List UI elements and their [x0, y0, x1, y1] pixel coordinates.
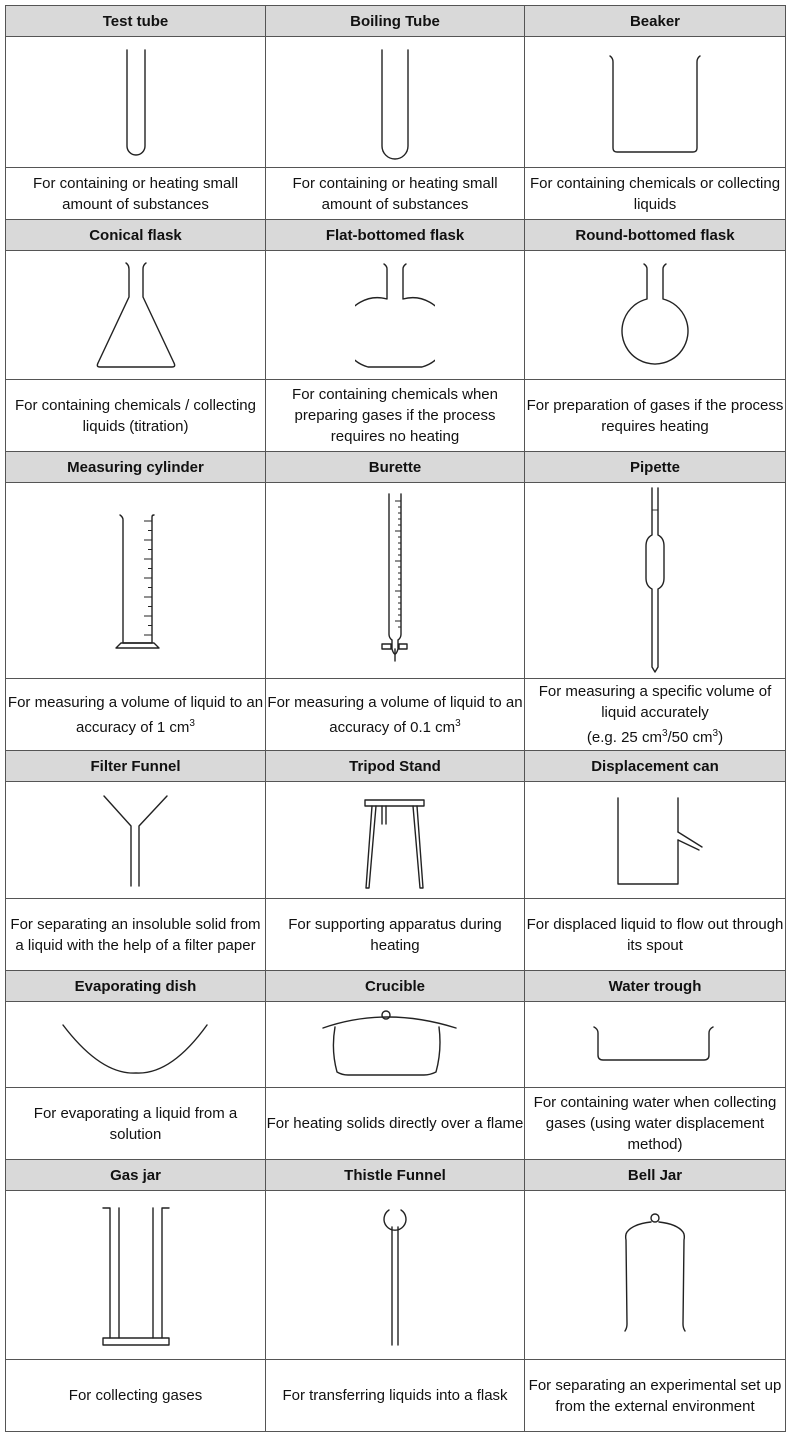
apparatus-description: For displaced liquid to flow out through…	[524, 898, 786, 971]
conical-flask-icon	[5, 250, 266, 380]
tripod-stand-icon	[265, 781, 525, 899]
apparatus-description: For supporting apparatus during heating	[265, 898, 525, 971]
apparatus-table: Test tube Boiling Tube Beaker For contai…	[5, 5, 786, 1432]
apparatus-name: Boiling Tube	[265, 5, 525, 37]
apparatus-description: For separating an experimental set up fr…	[524, 1359, 786, 1432]
description-text: For measuring a volume of liquid to an a…	[267, 693, 523, 736]
description-text: (e.g. 25 cm	[586, 729, 662, 746]
apparatus-name: Measuring cylinder	[5, 451, 266, 483]
apparatus-name: Burette	[265, 451, 525, 483]
apparatus-description: For containing chemicals / collecting li…	[5, 379, 266, 452]
evaporating-dish-icon	[5, 1001, 266, 1088]
apparatus-name: Test tube	[5, 5, 266, 37]
apparatus-name: Tripod Stand	[265, 750, 525, 782]
description-text: /50 cm	[667, 729, 713, 746]
apparatus-name: Displacement can	[524, 750, 786, 782]
apparatus-description: For collecting gases	[5, 1359, 266, 1432]
filter-funnel-icon	[5, 781, 266, 899]
apparatus-name: Round-bottomed flask	[524, 219, 786, 251]
apparatus-name: Thistle Funnel	[265, 1159, 525, 1191]
water-trough-icon	[524, 1001, 786, 1088]
apparatus-description: For containing or heating small amount o…	[265, 167, 525, 220]
apparatus-name: Conical flask	[5, 219, 266, 251]
bell-jar-icon	[524, 1190, 786, 1360]
apparatus-description: For containing or heating small amount o…	[5, 167, 266, 220]
apparatus-description: For measuring a volume of liquid to an a…	[5, 678, 266, 751]
description-text: For measuring a volume of liquid to an a…	[7, 693, 264, 736]
apparatus-description: For containing chemicals or collecting l…	[524, 167, 786, 220]
pipette-icon	[524, 482, 786, 679]
apparatus-name: Gas jar	[5, 1159, 266, 1191]
apparatus-name: Pipette	[524, 451, 786, 483]
gas-jar-icon	[5, 1190, 266, 1360]
flat-bottomed-flask-icon	[265, 250, 525, 380]
burette-icon	[265, 482, 525, 679]
apparatus-description: For heating solids directly over a flame	[265, 1087, 525, 1160]
apparatus-name: Bell Jar	[524, 1159, 786, 1191]
apparatus-name: Crucible	[265, 970, 525, 1002]
apparatus-name: Beaker	[524, 5, 786, 37]
superscript: 3	[661, 728, 668, 739]
crucible-icon	[265, 1001, 525, 1088]
apparatus-description: For measuring a volume of liquid to an a…	[265, 678, 525, 751]
apparatus-description: For transferring liquids into a flask	[265, 1359, 525, 1432]
apparatus-name: Water trough	[524, 970, 786, 1002]
superscript: 3	[712, 728, 719, 739]
boiling-tube-icon	[265, 36, 525, 168]
thistle-funnel-icon	[265, 1190, 525, 1360]
beaker-icon	[524, 36, 786, 168]
description-text: For measuring a specific volume of liqui…	[538, 683, 772, 721]
apparatus-name: Filter Funnel	[5, 750, 266, 782]
apparatus-name: Evaporating dish	[5, 970, 266, 1002]
apparatus-name: Flat-bottomed flask	[265, 219, 525, 251]
apparatus-description: For containing chemicals when preparing …	[265, 379, 525, 452]
apparatus-description: For evaporating a liquid from a solution	[5, 1087, 266, 1160]
apparatus-description: For containing water when collecting gas…	[524, 1087, 786, 1160]
round-bottomed-flask-icon	[524, 250, 786, 380]
apparatus-description: For separating an insoluble solid from a…	[5, 898, 266, 971]
apparatus-description: For measuring a specific volume of liqui…	[524, 678, 786, 751]
measuring-cylinder-icon	[5, 482, 266, 679]
superscript: 3	[455, 717, 461, 729]
test-tube-icon	[5, 36, 266, 168]
description-text: )	[718, 729, 724, 746]
superscript: 3	[189, 717, 195, 729]
displacement-can-icon	[524, 781, 786, 899]
apparatus-description: For preparation of gases if the process …	[524, 379, 786, 452]
